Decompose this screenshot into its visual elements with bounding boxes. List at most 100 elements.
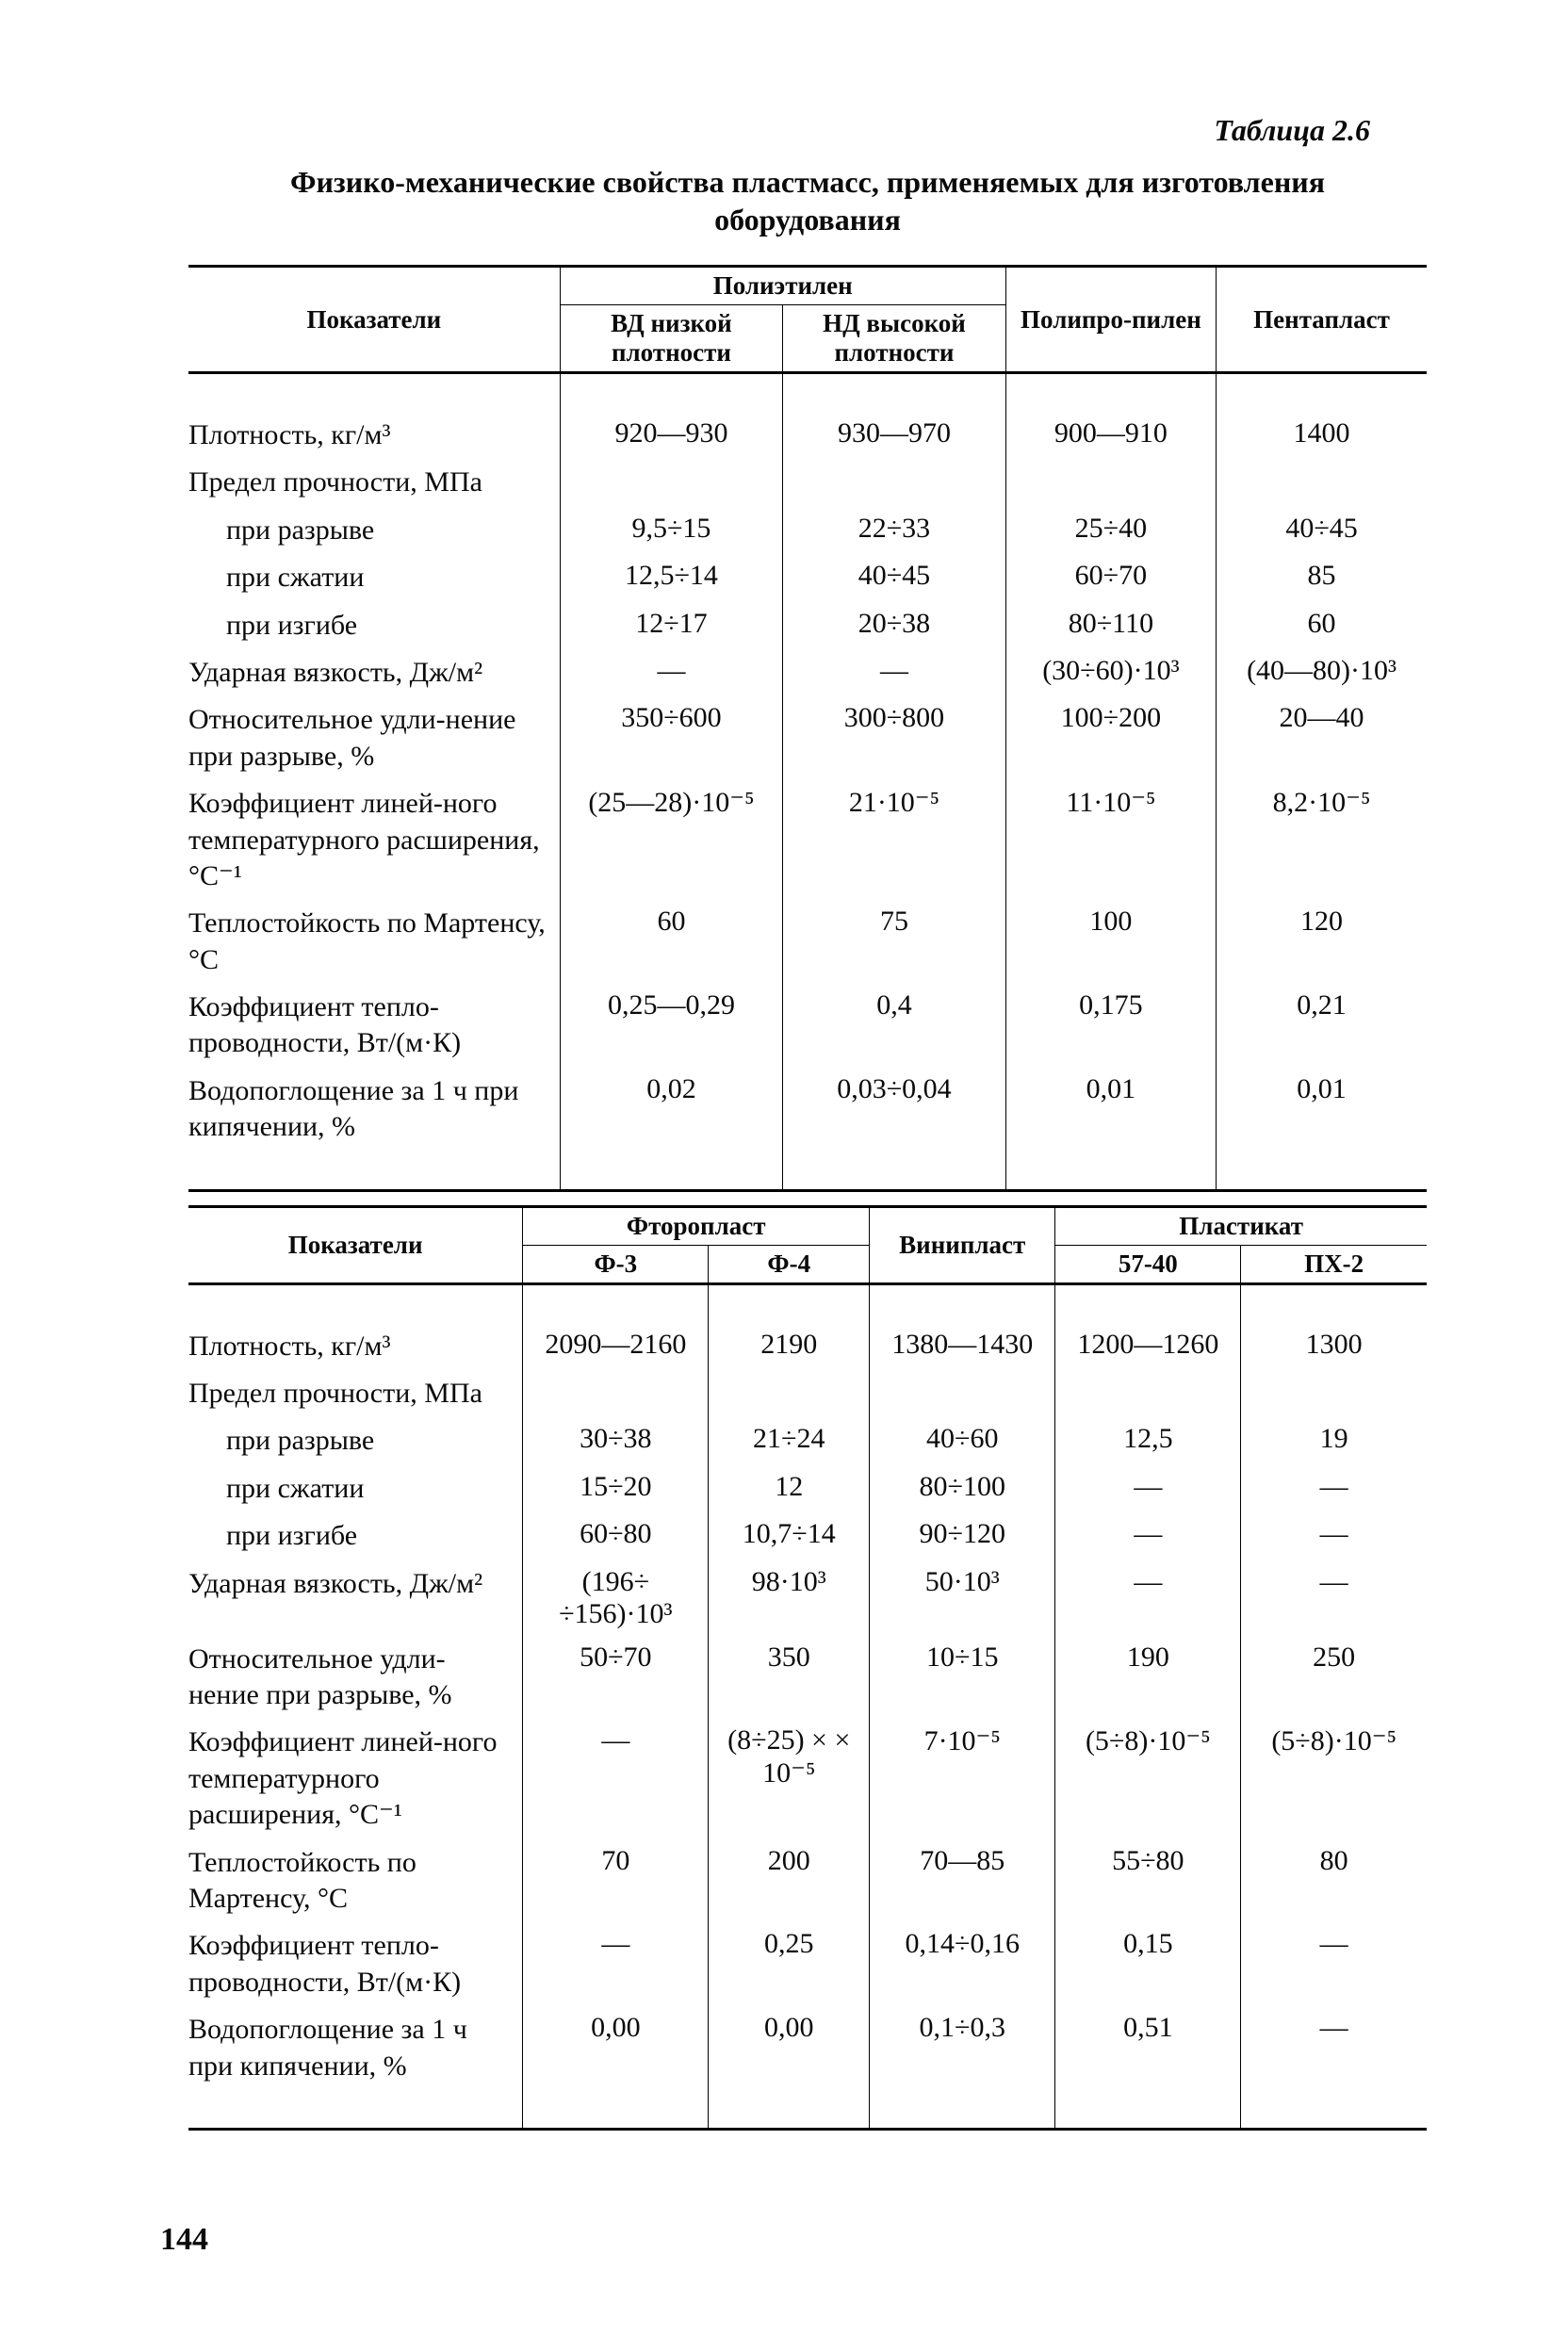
table-row: Коэффициент линей-ного температурного ра…	[188, 1719, 1427, 1838]
cell: 1200—1260	[1055, 1323, 1241, 1370]
cell: 0,01	[1217, 1068, 1427, 1152]
cell: 70—85	[870, 1839, 1055, 1923]
cell: 21÷24	[709, 1417, 870, 1464]
rowlabel-density: Плотность, кг/м³	[188, 412, 560, 459]
cell: —	[1241, 1465, 1427, 1512]
cell: 11·10⁻⁵	[1005, 780, 1216, 900]
cell: 350	[709, 1636, 870, 1720]
cell: 200	[709, 1839, 870, 1923]
col-ftoroplast: Фторопласт	[523, 1206, 870, 1245]
rowlabel-water: Водопоглощение за 1 ч при кипячении, %	[188, 1068, 560, 1152]
rowlabel-impact: Ударная вязкость, Дж/м²	[188, 649, 560, 696]
cell: 2190	[709, 1323, 870, 1370]
cell: 60÷70	[1005, 554, 1216, 601]
table-row: Водопоглощение за 1 ч при кипячении, % 0…	[188, 2006, 1427, 2090]
cell: 9,5÷15	[560, 507, 783, 554]
rowlabel-break-2: при разрыве	[188, 1417, 523, 1464]
cell: 70	[523, 1839, 709, 1923]
cell: 80÷110	[1005, 602, 1216, 649]
cell: 21·10⁻⁵	[783, 780, 1006, 900]
rowlabel-strength-2: Предел прочности, МПа	[188, 1370, 523, 1417]
table-row: Относительное удли-нение при разрыве, % …	[188, 696, 1427, 780]
rowlabel-elong-2: Относительное удли-нение при разрыве, %	[188, 1636, 523, 1720]
col-5740: 57-40	[1055, 1245, 1241, 1283]
rowlabel-compress: при сжатии	[188, 554, 560, 601]
cell: 40÷45	[1217, 507, 1427, 554]
rowlabel-lincoef: Коэффициент линей-ного температурного ра…	[188, 780, 560, 900]
table-row: Плотность, кг/м³ 920—930 930—970 900—910…	[188, 412, 1427, 459]
cell: 10÷15	[870, 1636, 1055, 1720]
cell: 15÷20	[523, 1465, 709, 1512]
table-row: при изгибе 60÷80 10,7÷14 90÷120 — —	[188, 1512, 1427, 1560]
table-row: Коэффициент линей-ного температурного ра…	[188, 780, 1427, 900]
cell: 12	[709, 1465, 870, 1512]
rowlabel-impact-2: Ударная вязкость, Дж/м²	[188, 1560, 523, 1636]
rowlabel-thermal-2: Коэффициент тепло-проводности, Вт/(м·К)	[188, 1922, 523, 2006]
rowlabel-bend: при изгибе	[188, 602, 560, 649]
table-row: Теплостойкость по Мартенсу, °C 70 200 70…	[188, 1839, 1427, 1923]
rowlabel-density-2: Плотность, кг/м³	[188, 1323, 523, 1370]
cell: 0,03÷0,04	[783, 1068, 1006, 1152]
cell: 0,00	[523, 2006, 709, 2090]
table-row: при разрыве 9,5÷15 22÷33 25÷40 40÷45	[188, 507, 1427, 554]
table-row: Водопоглощение за 1 ч при кипячении, % 0…	[188, 1068, 1427, 1152]
cell: 300÷800	[783, 696, 1006, 780]
cell: 80	[1241, 1839, 1427, 1923]
cell: 1380—1430	[870, 1323, 1055, 1370]
cell: 0,25	[709, 1922, 870, 2006]
cell: 90÷120	[870, 1512, 1055, 1560]
cell: —	[1241, 1560, 1427, 1636]
cell: 19	[1241, 1417, 1427, 1464]
rowlabel-compress-2: при сжатии	[188, 1465, 523, 1512]
table-row: при изгибе 12÷17 20÷38 80÷110 60	[188, 602, 1427, 649]
cell: (40—80)·10³	[1217, 649, 1427, 696]
rowlabel-elong: Относительное удли-нение при разрыве, %	[188, 696, 560, 780]
cell: 60÷80	[523, 1512, 709, 1560]
cell: —	[1241, 2006, 1427, 2090]
cell: 12,5÷14	[560, 554, 783, 601]
col-polypropylene: Полипро-пилен	[1005, 267, 1216, 373]
col-indicators-2: Показатели	[188, 1206, 523, 1283]
table-row: при разрыве 30÷38 21÷24 40÷60 12,5 19	[188, 1417, 1427, 1464]
cell: (196÷ ÷156)·10³	[523, 1560, 709, 1636]
cell: 920—930	[560, 412, 783, 459]
cell: 1300	[1241, 1323, 1427, 1370]
col-plastikat: Пластикат	[1055, 1206, 1427, 1245]
col-px2: ПХ-2	[1241, 1245, 1427, 1283]
table-row: Ударная вязкость, Дж/м² (196÷ ÷156)·10³ …	[188, 1560, 1427, 1636]
table-row: при сжатии 15÷20 12 80÷100 — —	[188, 1465, 1427, 1512]
cell: 50÷70	[523, 1636, 709, 1720]
cell: 0,21	[1217, 984, 1427, 1068]
cell: 10,7÷14	[709, 1512, 870, 1560]
properties-table-2: Показатели Фторопласт Винипласт Пластика…	[188, 1205, 1427, 2128]
cell: 25÷40	[1005, 507, 1216, 554]
cell: 75	[783, 900, 1006, 984]
cell: (25—28)·10⁻⁵	[560, 780, 783, 900]
cell: 900—910	[1005, 412, 1216, 459]
page-number: 144	[160, 2222, 208, 2258]
table-row: Коэффициент тепло-проводности, Вт/(м·К) …	[188, 984, 1427, 1068]
cell: 0,4	[783, 984, 1006, 1068]
table-row: Теплостойкость по Мартенсу, °C 60 75 100…	[188, 900, 1427, 984]
cell: 2090—2160	[523, 1323, 709, 1370]
cell: 30÷38	[523, 1417, 709, 1464]
cell: —	[1055, 1560, 1241, 1636]
rowlabel-lincoef-2: Коэффициент линей-ного температурного ра…	[188, 1719, 523, 1838]
rowlabel-strength: Предел прочности, МПа	[188, 459, 560, 506]
cell: (5÷8)·10⁻⁵	[1055, 1719, 1241, 1838]
cell: 8,2·10⁻⁵	[1217, 780, 1427, 900]
cell: 98·10³	[709, 1560, 870, 1636]
title-line1: Физико-механические свойства пластмасс, …	[290, 165, 1325, 199]
col-indicators: Показатели	[188, 267, 560, 373]
col-viniplast: Винипласт	[870, 1206, 1055, 1283]
cell: 0,00	[709, 2006, 870, 2090]
cell: 190	[1055, 1636, 1241, 1720]
table-row: Коэффициент тепло-проводности, Вт/(м·К) …	[188, 1922, 1427, 2006]
cell: 22÷33	[783, 507, 1006, 554]
cell: 12÷17	[560, 602, 783, 649]
table-row: Предел прочности, МПа	[188, 1370, 1427, 1417]
page-title: Физико-механические свойства пластмасс, …	[219, 163, 1396, 238]
col-f4: Ф-4	[709, 1245, 870, 1283]
cell: 0,1÷0,3	[870, 2006, 1055, 2090]
cell: 0,51	[1055, 2006, 1241, 2090]
